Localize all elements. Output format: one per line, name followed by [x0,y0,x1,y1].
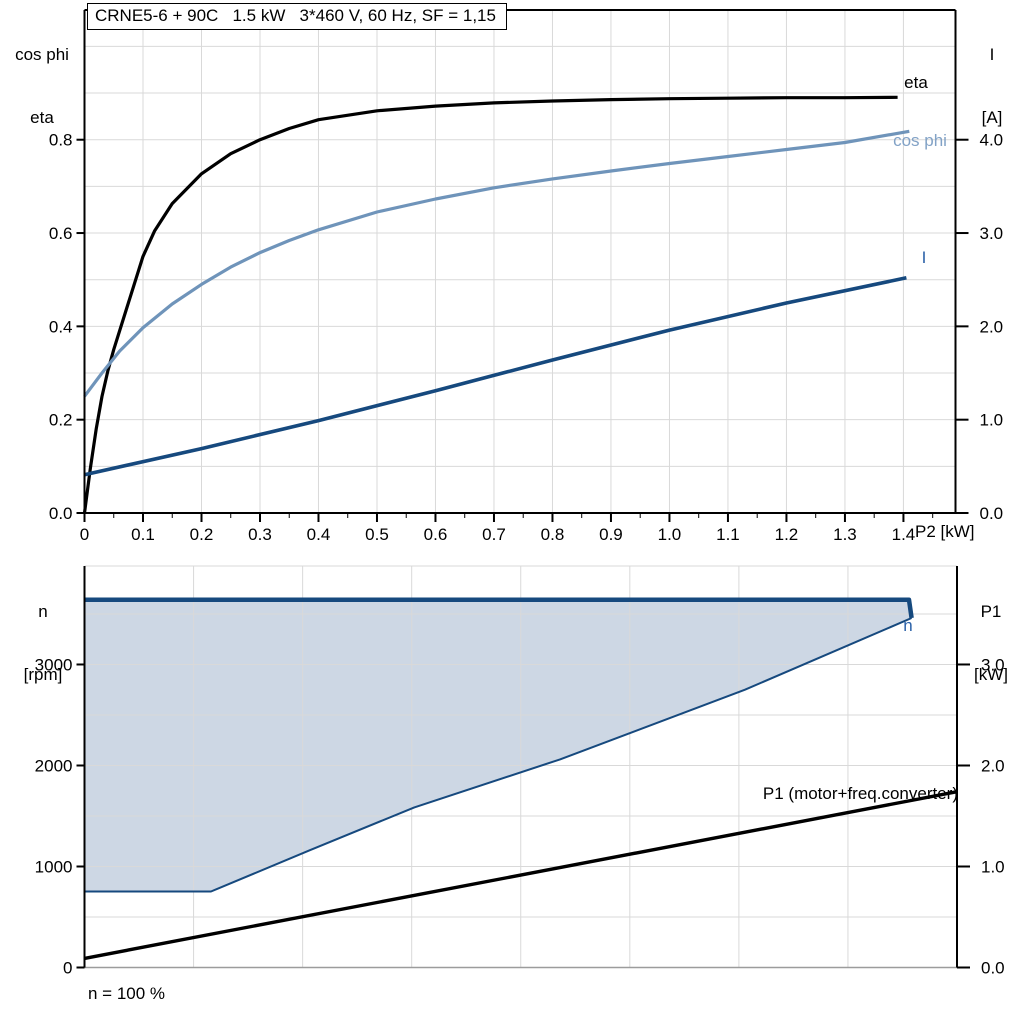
right-tick-label: 3.0 [981,655,1005,674]
axis-label-current: I [989,45,995,64]
top-left-axis-label: cos phi eta [4,2,80,170]
left-tick-label: 3000 [35,655,73,674]
cos-phi-curve [83,129,910,398]
x-tick-label: 0 [80,525,89,544]
x-tick-label: 0.6 [424,525,448,544]
left-tick-label: 2000 [35,756,73,775]
x-tick-label: 1.0 [658,525,682,544]
x-tick-label: 1.2 [775,525,799,544]
x-tick-label: 0.4 [307,525,331,544]
axis-label-rpm-unit: [rpm] [23,665,63,684]
speed-curve-label: n [903,616,913,635]
left-tick-label: 0.8 [49,131,73,150]
left-tick-label: 0.0 [49,504,73,523]
axis-label-eta: eta [30,108,54,127]
bottom-left-axis-label: n [rpm] [4,559,82,727]
top-right-axis-label: I [A] [960,2,1024,170]
axis-label-cos-phi: cos phi [15,45,69,64]
axis-label-p1: P1 [980,602,1002,621]
right-tick-label: 1.0 [981,857,1005,876]
eta-curve [82,95,898,514]
i-curve [84,276,907,477]
left-tick-label: 0.2 [49,411,73,430]
x-tick-label: 0.2 [190,525,214,544]
left-tick-label: 0.4 [49,317,73,336]
p1-curve-label: P1 (motor+freq.converter) [762,784,958,803]
eta-curve-label: eta [904,73,928,92]
n-min-curve [84,617,912,893]
top-chart-plot: 0.0 0.2 0.4 0.6 0.8 0.0 1.0 2.0 3.0 4.0 0 0.1 0.2 0.3… [49,9,1004,544]
x-tick-label: 0.8 [541,525,565,544]
right-tick-label: 2.0 [981,756,1005,775]
x-tick-label: 0.7 [482,525,506,544]
right-tick-label: 1.0 [980,411,1004,430]
x-tick-label: 0.9 [599,525,623,544]
axis-label-speed: n [38,602,48,621]
bottom-chart-plot: 0 1000 2000 3000 0.0 1.0 2.0 3.0 [35,565,1005,978]
x-tick-label: 0.3 [248,525,272,544]
axis-label-kw-unit: [kW] [974,665,1008,684]
x-axis-unit-label: P2 [kW] [915,522,975,541]
x-tick-label: 0.5 [365,525,389,544]
right-tick-label: 4.0 [980,131,1004,150]
n-curve [84,597,914,619]
x-tick-label: 1.1 [716,525,740,544]
x-tick-label: 1.3 [833,525,857,544]
current-curve-label: I [921,248,927,267]
right-tick-label: 2.0 [980,317,1004,336]
speed-footnote: n = 100 % [88,984,166,1003]
left-tick-label: 0 [63,959,72,978]
right-tick-label: 0.0 [980,504,1004,523]
cos-phi-curve-label: cos phi [893,131,947,150]
speed-operating-area [84,599,912,892]
chart-title-box: CRNE5-6 + 90C 1.5 kW 3*460 V, 60 Hz, SF … [87,3,507,30]
x-tick-label: 0.1 [131,525,155,544]
right-tick-label: 3.0 [980,224,1004,243]
left-tick-label: 1000 [35,857,73,876]
right-tick-label: 0.0 [981,959,1005,978]
x-tick-label: 1.4 [892,525,916,544]
p1-motor-freq-converter--curve [84,790,958,961]
left-tick-label: 0.6 [49,224,73,243]
bottom-right-axis-label: P1 [kW] [958,559,1024,727]
axis-label-ampere-unit: [A] [981,108,1003,127]
